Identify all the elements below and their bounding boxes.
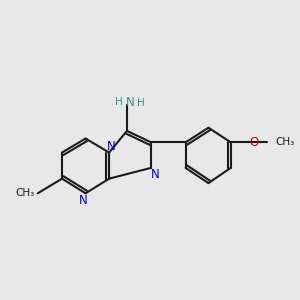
Text: N: N: [79, 194, 88, 207]
Text: N: N: [107, 140, 116, 153]
Text: H: H: [115, 97, 123, 106]
Text: O: O: [250, 136, 259, 149]
Text: CH₃: CH₃: [15, 188, 34, 198]
Text: N: N: [126, 96, 134, 110]
Text: CH₃: CH₃: [275, 137, 295, 147]
Text: H: H: [137, 98, 145, 108]
Text: N: N: [151, 168, 159, 181]
